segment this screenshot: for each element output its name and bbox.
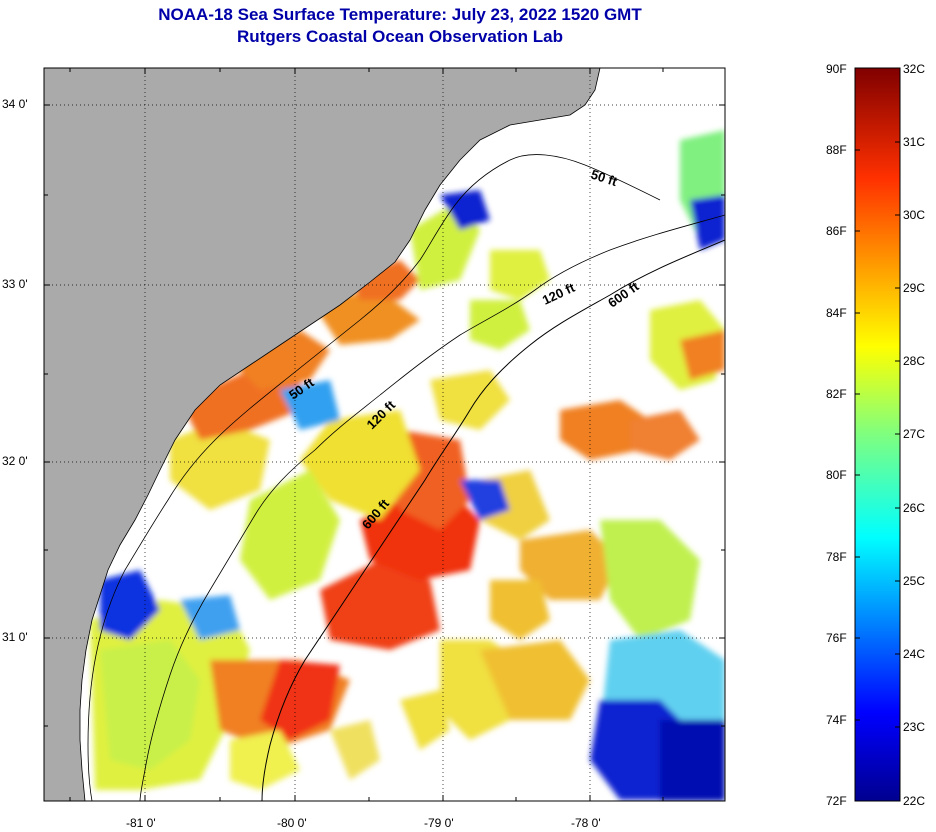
lat-label-34: 34 0' — [2, 97, 28, 111]
lat-label-31: 31 0' — [2, 630, 28, 644]
map-subtitle: Rutgers Coastal Ocean Observation Lab — [237, 27, 563, 46]
lon-label-80: -80 0' — [277, 816, 307, 830]
contour-120ft — [139, 214, 725, 801]
lat-label-33: 33 0' — [2, 277, 28, 291]
map-title: NOAA-18 Sea Surface Temperature: July 23… — [158, 5, 642, 24]
cb-c-28: 28C — [903, 354, 926, 368]
sst-patches — [90, 130, 725, 801]
coastline — [79, 68, 601, 801]
cb-f-86: 86F — [826, 224, 847, 238]
lon-label-81: -81 0' — [126, 816, 156, 830]
cb-c-26: 26C — [903, 501, 926, 515]
cb-f-84: 84F — [826, 306, 847, 320]
colorbar-ticks — [855, 141, 900, 728]
lat-label-32: 32 0' — [2, 454, 28, 468]
colorbar — [854, 67, 901, 802]
cb-c-31: 31C — [903, 135, 926, 149]
lon-label-78: -78 0' — [571, 816, 601, 830]
cb-f-74: 74F — [826, 713, 847, 727]
cb-f-78: 78F — [826, 550, 847, 564]
cb-f-76: 76F — [826, 631, 847, 645]
cb-f-80: 80F — [826, 468, 847, 482]
cb-f-88: 88F — [826, 143, 847, 157]
contour-600ft — [261, 239, 725, 801]
contour-50ft — [87, 154, 661, 801]
land-mass — [44, 68, 600, 801]
axis-ticks — [44, 68, 725, 801]
graticule — [44, 68, 725, 801]
cb-f-82: 82F — [826, 387, 847, 401]
cb-f-72: 72F — [826, 794, 847, 808]
cb-c-30: 30C — [903, 208, 926, 222]
map-frame — [43, 67, 726, 802]
cb-c-23: 23C — [903, 720, 926, 734]
cb-c-22: 22C — [903, 794, 926, 808]
cb-c-29: 29C — [903, 281, 926, 295]
cb-c-32: 32C — [903, 62, 926, 76]
cb-c-25: 25C — [903, 574, 926, 588]
cb-f-90: 90F — [826, 62, 847, 76]
cb-c-24: 24C — [903, 647, 926, 661]
lon-label-79: -79 0' — [424, 816, 454, 830]
cb-c-27: 27C — [903, 427, 926, 441]
